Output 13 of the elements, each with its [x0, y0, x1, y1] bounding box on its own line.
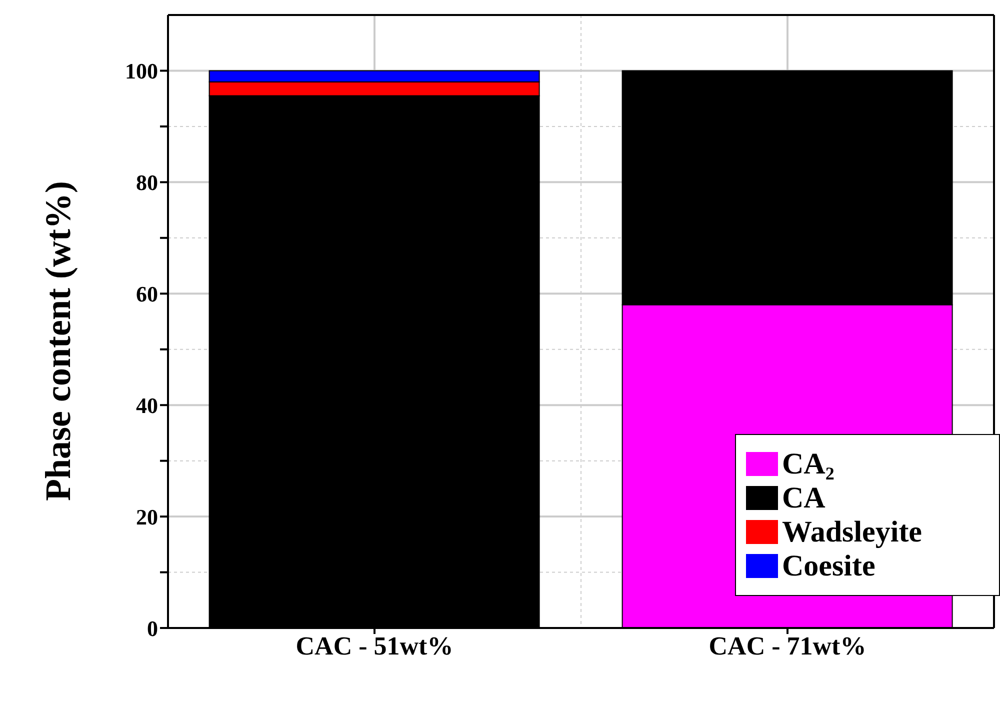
legend-label: Wadsleyite [782, 515, 922, 548]
y-tick-label: 60 [136, 281, 158, 306]
y-tick-label: 100 [125, 58, 158, 84]
y-tick-label: 80 [136, 170, 158, 195]
y-tick-label: 40 [136, 392, 158, 418]
y-tick-label: 0 [147, 616, 158, 641]
legend-label: Coesite [782, 549, 876, 582]
y-tick-label: 20 [136, 504, 158, 530]
y-axis-title: Phase content (wt%) [37, 181, 79, 501]
x-tick-label: CAC - 71wt% [708, 631, 866, 660]
legend-label: CA [782, 481, 826, 514]
x-tick-label: CAC - 51wt% [296, 631, 454, 660]
legend-label: CA₂ [782, 447, 834, 480]
